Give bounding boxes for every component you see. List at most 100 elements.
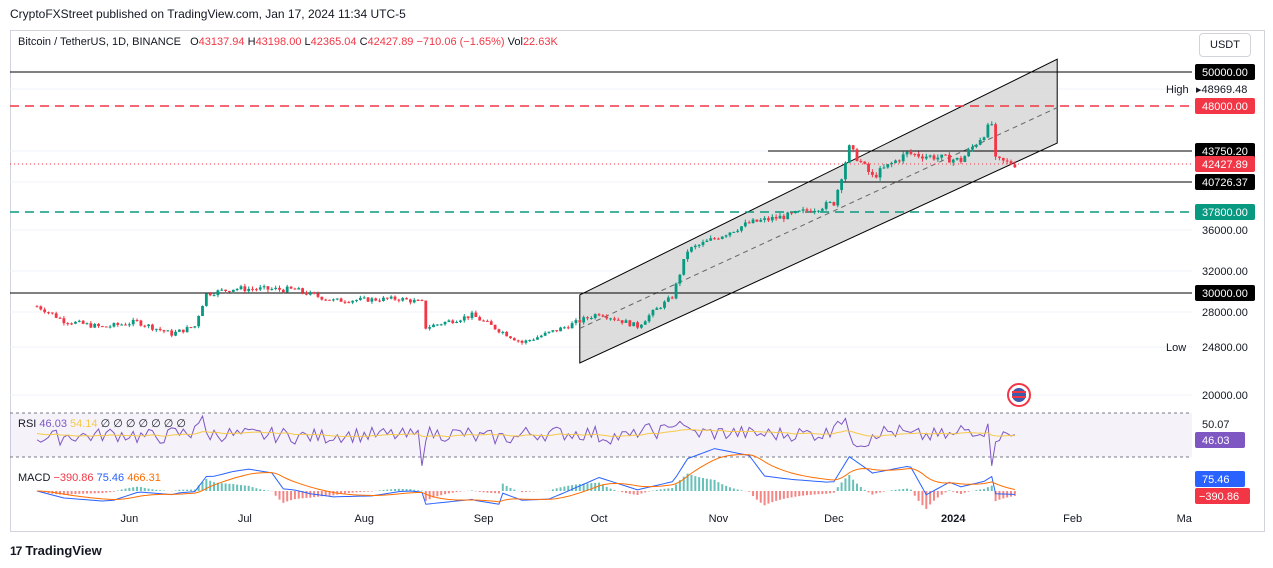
- macd-histogram-bar: [856, 483, 858, 491]
- macd-histogram-bar: [821, 491, 824, 494]
- macd-histogram-bar: [663, 488, 666, 491]
- candle-body: [890, 162, 894, 165]
- currency-button[interactable]: USDT: [1199, 33, 1251, 57]
- macd-histogram-bar: [752, 491, 755, 497]
- candle-body: [47, 312, 50, 314]
- candle-body: [147, 324, 150, 327]
- candle-body: [871, 171, 874, 175]
- macd-histogram-bar: [655, 489, 658, 491]
- macd-histogram-bar: [725, 485, 728, 491]
- ohlc-high-label: H: [247, 36, 256, 48]
- macd-histogram-bar: [621, 491, 624, 493]
- candle-body: [293, 288, 297, 290]
- candle-body: [66, 323, 70, 325]
- candle-body: [578, 320, 582, 323]
- macd-histogram-bar: [74, 491, 77, 495]
- macd-histogram-bar: [601, 484, 604, 491]
- macd-histogram-bar: [255, 488, 258, 491]
- candle-body: [797, 210, 801, 212]
- candle-body: [794, 211, 797, 214]
- macd-histogram-bar: [424, 491, 427, 502]
- ohlc-high: 43198.00: [255, 36, 302, 48]
- macd-histogram-bar: [613, 489, 616, 491]
- candle-body: [770, 216, 774, 221]
- price-change: −710.06 (−1.65%): [416, 36, 505, 48]
- macd-histogram-bar: [894, 489, 897, 491]
- candle-body: [243, 286, 247, 292]
- macd-histogram-bar: [274, 491, 277, 496]
- time-tick: Sep: [474, 513, 494, 525]
- macd-histogram-bar: [263, 489, 266, 491]
- macd-histogram-bar: [528, 491, 531, 492]
- candle-body: [497, 329, 501, 333]
- candle-body: [670, 297, 674, 299]
- candle-body: [374, 298, 378, 301]
- macd-histogram-bar: [401, 488, 404, 491]
- macd-histogram-bar: [482, 491, 485, 493]
- macd-histogram-bar: [713, 479, 716, 491]
- price-tick: 42427.89: [1202, 159, 1248, 171]
- macd-histogram-bar: [324, 491, 327, 496]
- tradingview-footer[interactable]: 17 TradingView: [10, 543, 102, 558]
- macd-histogram-bar: [763, 491, 766, 506]
- macd-histogram-bar: [813, 491, 816, 495]
- candle-body: [693, 245, 697, 248]
- macd-histogram-bar: [748, 491, 751, 492]
- macd-histogram-bar: [367, 491, 370, 492]
- candle-body: [847, 145, 851, 163]
- macd-histogram-bar: [451, 491, 454, 493]
- macd-histogram-bar: [305, 491, 308, 498]
- candle-body: [143, 325, 147, 327]
- macd-histogram-bar: [347, 491, 350, 494]
- time-tick: Feb: [1063, 513, 1082, 525]
- candle-body: [682, 259, 686, 275]
- candle-body: [166, 330, 170, 332]
- macd-histogram-bar: [705, 478, 708, 491]
- macd-histogram-bar: [232, 484, 235, 491]
- channel-midline: [579, 107, 1058, 329]
- candle-body: [690, 247, 693, 252]
- candle-body: [740, 226, 743, 231]
- macd-histogram-bar: [948, 490, 951, 491]
- candle-body: [135, 319, 139, 321]
- candle-body: [824, 202, 828, 209]
- macd-histogram-bar: [112, 491, 115, 492]
- candle-body: [362, 297, 366, 299]
- macd-histogram-bar: [182, 489, 185, 491]
- price-tick: 43750.20: [1202, 146, 1248, 158]
- candle-body: [278, 287, 281, 290]
- macd-histogram-bar: [798, 491, 801, 497]
- candle-body: [77, 320, 81, 322]
- rsi-value: 46.03: [39, 418, 67, 430]
- low-label: Low: [1166, 342, 1186, 354]
- chart-frame[interactable]: [10, 30, 1265, 532]
- macd-histogram-bar: [967, 491, 970, 492]
- macd-signal-badge: [1195, 471, 1245, 487]
- macd-histogram-bar: [809, 491, 812, 495]
- macd-histogram-bar: [755, 491, 758, 500]
- macd-histogram-bar: [567, 485, 570, 491]
- macd-histogram-bar: [136, 486, 139, 491]
- candle-body: [532, 339, 535, 341]
- symbol-title: Bitcoin / TetherUS, 1D, BINANCE: [18, 36, 182, 48]
- candle-body: [751, 219, 755, 223]
- candle-body: [817, 210, 820, 212]
- macd-histogram-bar: [921, 491, 924, 506]
- candle-body: [62, 318, 66, 324]
- time-tick: Jun: [120, 513, 138, 525]
- candle-body: [520, 340, 524, 343]
- candle-body: [1001, 157, 1005, 161]
- candle-body: [613, 318, 616, 320]
- macd-histogram-bar: [721, 484, 724, 491]
- candle-body: [339, 298, 343, 302]
- candle-body: [351, 300, 355, 303]
- candle-body: [736, 230, 740, 232]
- macd-histogram-bar: [578, 484, 581, 491]
- macd-histogram-bar: [698, 477, 701, 491]
- macd-histogram-bar: [682, 476, 685, 491]
- flag-icon[interactable]: [1007, 383, 1031, 407]
- candle-body: [867, 163, 870, 172]
- candle-body: [805, 209, 809, 211]
- macd-histogram-bar: [497, 491, 500, 494]
